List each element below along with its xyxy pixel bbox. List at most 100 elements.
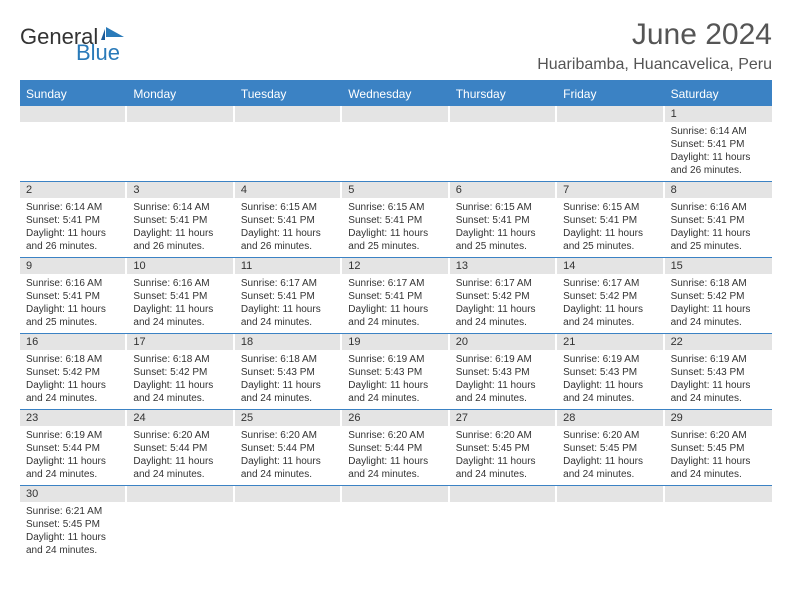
day-number: 4 xyxy=(235,182,342,198)
day-number: 22 xyxy=(665,334,772,350)
daylight-text-2: and 24 minutes. xyxy=(456,316,551,329)
daylight-text-2: and 24 minutes. xyxy=(241,468,336,481)
day-content: Sunrise: 6:17 AMSunset: 5:42 PMDaylight:… xyxy=(557,274,664,333)
day-content: Sunrise: 6:15 AMSunset: 5:41 PMDaylight:… xyxy=(342,198,449,257)
daylight-text-2: and 25 minutes. xyxy=(671,240,766,253)
sunrise-text: Sunrise: 6:14 AM xyxy=(671,125,766,138)
day-content: Sunrise: 6:20 AMSunset: 5:45 PMDaylight:… xyxy=(557,426,664,485)
day-content: Sunrise: 6:18 AMSunset: 5:43 PMDaylight:… xyxy=(235,350,342,409)
daylight-text-2: and 24 minutes. xyxy=(348,468,443,481)
day-number xyxy=(342,486,449,502)
sunset-text: Sunset: 5:43 PM xyxy=(563,366,658,379)
day-number: 28 xyxy=(557,410,664,426)
day-content: Sunrise: 6:18 AMSunset: 5:42 PMDaylight:… xyxy=(665,274,772,333)
sunrise-text: Sunrise: 6:19 AM xyxy=(348,353,443,366)
calendar-cell xyxy=(235,486,342,561)
daylight-text-2: and 24 minutes. xyxy=(133,468,228,481)
daylight-text-1: Daylight: 11 hours xyxy=(563,379,658,392)
day-number: 3 xyxy=(127,182,234,198)
sunset-text: Sunset: 5:45 PM xyxy=(671,442,766,455)
daylight-text-2: and 25 minutes. xyxy=(26,316,121,329)
daylight-text-2: and 26 minutes. xyxy=(671,164,766,177)
day-number: 11 xyxy=(235,258,342,274)
day-number: 13 xyxy=(450,258,557,274)
sunrise-text: Sunrise: 6:18 AM xyxy=(241,353,336,366)
daylight-text-1: Daylight: 11 hours xyxy=(563,303,658,316)
calendar-cell: 21Sunrise: 6:19 AMSunset: 5:43 PMDayligh… xyxy=(557,334,664,409)
calendar-week: 9Sunrise: 6:16 AMSunset: 5:41 PMDaylight… xyxy=(20,258,772,334)
calendar-cell xyxy=(557,486,664,561)
calendar-cell: 14Sunrise: 6:17 AMSunset: 5:42 PMDayligh… xyxy=(557,258,664,333)
sunrise-text: Sunrise: 6:19 AM xyxy=(26,429,121,442)
sunset-text: Sunset: 5:41 PM xyxy=(26,290,121,303)
sunrise-text: Sunrise: 6:20 AM xyxy=(456,429,551,442)
sunset-text: Sunset: 5:41 PM xyxy=(26,214,121,227)
calendar-cell: 30Sunrise: 6:21 AMSunset: 5:45 PMDayligh… xyxy=(20,486,127,561)
daylight-text-1: Daylight: 11 hours xyxy=(563,227,658,240)
sunset-text: Sunset: 5:41 PM xyxy=(241,214,336,227)
day-number: 10 xyxy=(127,258,234,274)
sunset-text: Sunset: 5:45 PM xyxy=(456,442,551,455)
calendar-week: 16Sunrise: 6:18 AMSunset: 5:42 PMDayligh… xyxy=(20,334,772,410)
sunset-text: Sunset: 5:41 PM xyxy=(348,290,443,303)
day-header: Friday xyxy=(557,82,664,106)
logo: GeneralBlue xyxy=(20,18,126,64)
sunrise-text: Sunrise: 6:20 AM xyxy=(348,429,443,442)
daylight-text-1: Daylight: 11 hours xyxy=(456,379,551,392)
sunset-text: Sunset: 5:45 PM xyxy=(26,518,121,531)
daylight-text-1: Daylight: 11 hours xyxy=(26,227,121,240)
month-title: June 2024 xyxy=(537,18,772,52)
day-content: Sunrise: 6:16 AMSunset: 5:41 PMDaylight:… xyxy=(127,274,234,333)
daylight-text-1: Daylight: 11 hours xyxy=(241,455,336,468)
sunrise-text: Sunrise: 6:15 AM xyxy=(563,201,658,214)
daylight-text-1: Daylight: 11 hours xyxy=(133,227,228,240)
daylight-text-1: Daylight: 11 hours xyxy=(133,303,228,316)
sunset-text: Sunset: 5:44 PM xyxy=(26,442,121,455)
daylight-text-2: and 24 minutes. xyxy=(133,392,228,405)
calendar-cell xyxy=(450,486,557,561)
sunset-text: Sunset: 5:45 PM xyxy=(563,442,658,455)
sunrise-text: Sunrise: 6:16 AM xyxy=(671,201,766,214)
daylight-text-1: Daylight: 11 hours xyxy=(456,303,551,316)
daylight-text-1: Daylight: 11 hours xyxy=(348,379,443,392)
sunset-text: Sunset: 5:44 PM xyxy=(348,442,443,455)
daylight-text-2: and 24 minutes. xyxy=(671,316,766,329)
sunrise-text: Sunrise: 6:15 AM xyxy=(456,201,551,214)
daylight-text-2: and 24 minutes. xyxy=(563,392,658,405)
daylight-text-1: Daylight: 11 hours xyxy=(563,455,658,468)
sunset-text: Sunset: 5:43 PM xyxy=(241,366,336,379)
day-number: 14 xyxy=(557,258,664,274)
daylight-text-2: and 24 minutes. xyxy=(26,544,121,557)
calendar-cell: 24Sunrise: 6:20 AMSunset: 5:44 PMDayligh… xyxy=(127,410,234,485)
day-header: Tuesday xyxy=(235,82,342,106)
daylight-text-1: Daylight: 11 hours xyxy=(26,303,121,316)
sunset-text: Sunset: 5:43 PM xyxy=(671,366,766,379)
sunrise-text: Sunrise: 6:16 AM xyxy=(133,277,228,290)
daylight-text-2: and 24 minutes. xyxy=(241,316,336,329)
sunrise-text: Sunrise: 6:18 AM xyxy=(26,353,121,366)
sunrise-text: Sunrise: 6:16 AM xyxy=(26,277,121,290)
daylight-text-2: and 25 minutes. xyxy=(348,240,443,253)
calendar-week: 2Sunrise: 6:14 AMSunset: 5:41 PMDaylight… xyxy=(20,182,772,258)
daylight-text-2: and 24 minutes. xyxy=(671,392,766,405)
day-number: 26 xyxy=(342,410,449,426)
calendar: Sunday Monday Tuesday Wednesday Thursday… xyxy=(20,80,772,561)
calendar-week: 23Sunrise: 6:19 AMSunset: 5:44 PMDayligh… xyxy=(20,410,772,486)
daylight-text-1: Daylight: 11 hours xyxy=(133,379,228,392)
sunset-text: Sunset: 5:43 PM xyxy=(348,366,443,379)
day-header: Wednesday xyxy=(342,82,449,106)
day-header: Thursday xyxy=(450,82,557,106)
sunset-text: Sunset: 5:41 PM xyxy=(563,214,658,227)
day-content: Sunrise: 6:18 AMSunset: 5:42 PMDaylight:… xyxy=(127,350,234,409)
day-number: 18 xyxy=(235,334,342,350)
sunset-text: Sunset: 5:41 PM xyxy=(671,138,766,151)
daylight-text-1: Daylight: 11 hours xyxy=(241,303,336,316)
day-headers-row: Sunday Monday Tuesday Wednesday Thursday… xyxy=(20,80,772,106)
sunrise-text: Sunrise: 6:20 AM xyxy=(133,429,228,442)
day-number: 2 xyxy=(20,182,127,198)
calendar-cell: 15Sunrise: 6:18 AMSunset: 5:42 PMDayligh… xyxy=(665,258,772,333)
day-number xyxy=(20,106,127,122)
day-number: 15 xyxy=(665,258,772,274)
day-number xyxy=(235,106,342,122)
calendar-cell: 20Sunrise: 6:19 AMSunset: 5:43 PMDayligh… xyxy=(450,334,557,409)
